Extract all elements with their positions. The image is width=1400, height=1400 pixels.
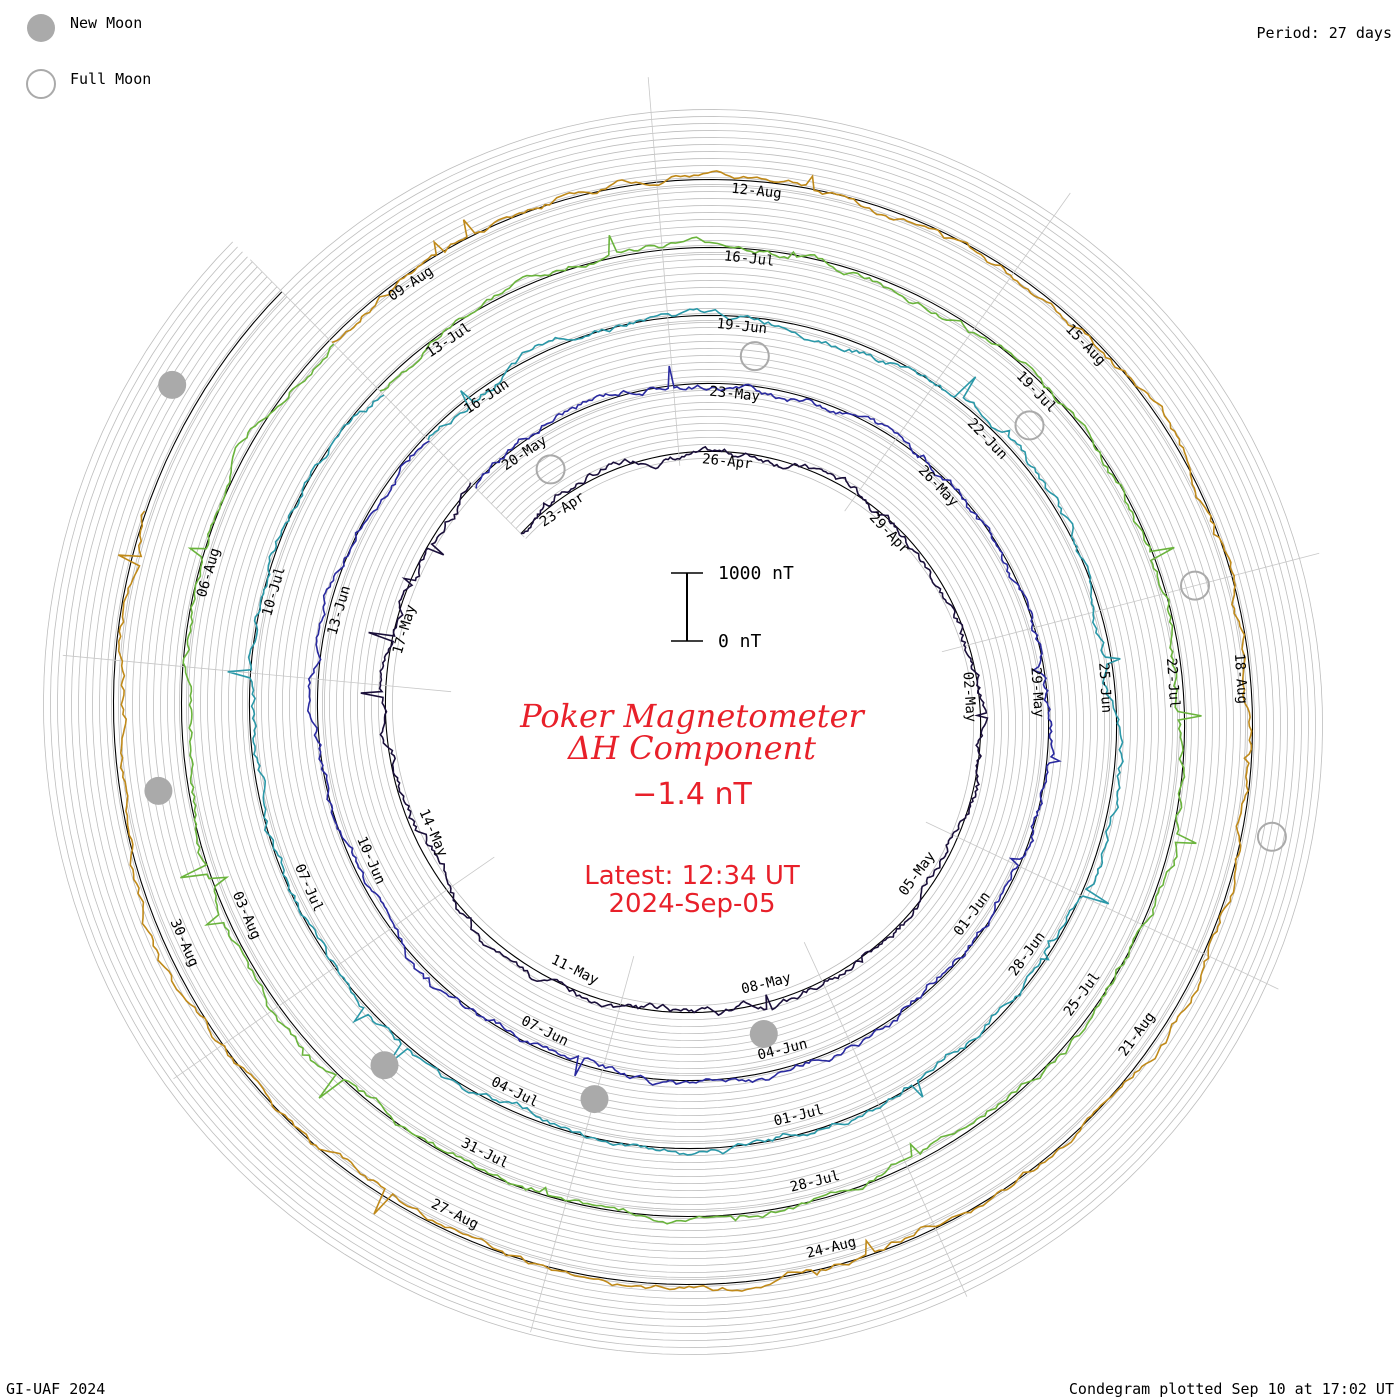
scale-top-label: 1000 nT <box>718 563 794 584</box>
footer-credit: GI-UAF 2024 <box>6 1380 105 1398</box>
chart-title-line1: Poker Magnetometer <box>519 697 865 735</box>
spiral-gridline <box>78 144 1288 1320</box>
spiral-gridline <box>120 186 1246 1278</box>
radial-gridline <box>803 942 968 1297</box>
date-label: 04-Jul <box>488 1074 540 1111</box>
date-label: 19-Jun <box>716 316 768 337</box>
series-trace <box>306 365 1062 1086</box>
series-trace <box>180 234 1202 1225</box>
spiral-gridline <box>57 123 1309 1341</box>
new-moon-marker <box>144 776 173 805</box>
date-label: 23-Apr <box>537 489 588 530</box>
spiral-gridline <box>92 158 1274 1306</box>
latest-time: Latest: 12:34 UT <box>584 861 800 891</box>
date-label: 07-Jun <box>518 1013 570 1050</box>
radial-gridline <box>844 192 1071 512</box>
spiral-gridline <box>43 109 1323 1355</box>
radial-gridline <box>941 552 1320 653</box>
latest-value: −1.4 nT <box>632 777 752 812</box>
new-moon-marker <box>158 370 187 399</box>
date-label: 12-Aug <box>730 181 782 202</box>
date-label: 28-Jul <box>789 1168 842 1196</box>
series-trace <box>360 445 989 1017</box>
date-label: 24-Aug <box>805 1234 858 1262</box>
footer-plotted: Condegram plotted Sep 10 at 17:02 UT <box>1069 1380 1394 1398</box>
spiral-gridline <box>106 172 1260 1292</box>
radial-gridline <box>250 259 525 538</box>
date-label: 25-Jun <box>1095 662 1114 714</box>
radial-gridline <box>647 77 681 466</box>
date-label: 16-Jul <box>723 248 775 269</box>
radial-gridline <box>62 654 452 693</box>
chart-title-line2: ΔH Component <box>566 729 816 767</box>
date-label: 23-May <box>709 384 761 405</box>
series-trace <box>117 170 1253 1292</box>
full-moon-marker <box>1014 410 1045 441</box>
new-moon-marker <box>370 1051 399 1080</box>
new-moon-marker <box>749 1020 778 1048</box>
radial-gridline <box>530 955 635 1333</box>
period-label: Period: 27 days <box>1257 24 1392 42</box>
new-moon-marker <box>580 1085 609 1114</box>
center-title: Poker Magnetometer ΔH Component −1.4 nT … <box>519 697 865 919</box>
radial-gridline <box>925 821 1279 990</box>
scale-bottom-label: 0 nT <box>718 631 762 652</box>
date-label: 26-Apr <box>701 451 753 472</box>
date-label: 27-Aug <box>429 1196 481 1233</box>
date-label: 29-May <box>1027 667 1046 719</box>
date-label: 08-May <box>740 970 793 998</box>
series-trace <box>227 307 1124 1156</box>
spiral-gridline <box>50 116 1316 1348</box>
new-moon-legend-icon <box>27 14 55 42</box>
full-moon-legend-label: Full Moon <box>70 70 151 88</box>
date-label: 05-May <box>896 849 939 899</box>
full-moon-legend-icon <box>26 69 56 99</box>
date-label: 02-May <box>959 671 978 723</box>
date-label: 01-Jul <box>772 1102 825 1130</box>
series-layer <box>117 170 1253 1292</box>
full-moon-marker <box>1256 821 1287 852</box>
date-label: 22-Jul <box>1163 657 1182 709</box>
moon-markers <box>144 341 1287 1114</box>
polar-grid <box>43 77 1323 1355</box>
scale-bar: 1000 nT 0 nT <box>671 563 794 652</box>
spiral-gridline <box>64 130 1302 1334</box>
new-moon-legend-label: New Moon <box>70 14 142 32</box>
date-label: 11-May <box>548 952 600 989</box>
legend: New Moon Full Moon <box>26 14 151 99</box>
spiral-gridline <box>71 137 1295 1327</box>
date-label: 18-Aug <box>1231 653 1250 705</box>
full-moon-marker <box>1180 570 1210 601</box>
spiral-gridline <box>85 151 1281 1313</box>
full-moon-marker <box>739 341 770 372</box>
date-label: 31-Jul <box>459 1135 511 1172</box>
radial-gridline <box>173 856 495 1080</box>
latest-date: 2024-Sep-05 <box>608 889 775 919</box>
spiral-gridline <box>99 165 1267 1299</box>
full-moon-marker <box>535 454 566 485</box>
